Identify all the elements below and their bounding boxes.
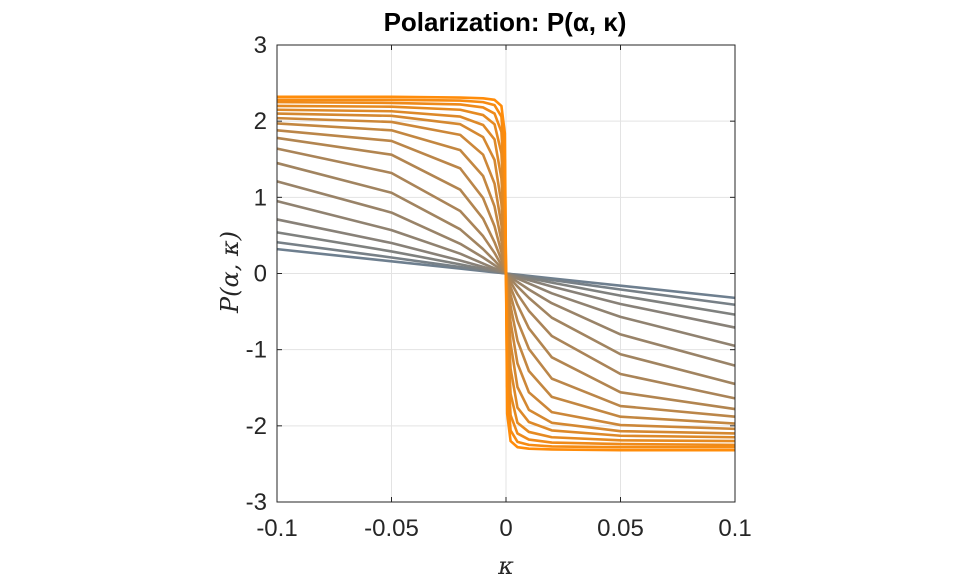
y-tick-label: -1 — [246, 337, 267, 364]
x-axis-label: κ — [497, 552, 514, 580]
axes — [276, 44, 736, 503]
y-axis-label: P(α, κ) — [216, 231, 244, 314]
x-tick-label: -0.1 — [256, 515, 297, 542]
x-tick-label: -0.05 — [364, 515, 419, 542]
x-tick-label: 0.1 — [718, 515, 751, 542]
y-tick-label: 1 — [254, 184, 267, 211]
x-tick-label: 0.05 — [597, 515, 644, 542]
series-line-18 — [277, 95, 735, 452]
y-tick-label: -3 — [246, 489, 267, 516]
y-tick-label: 0 — [254, 261, 267, 288]
y-tick-labels: 3 2 1 0 -1 -2 -3 — [246, 32, 267, 516]
y-tick-label: 2 — [254, 108, 267, 135]
x-tick-label: 0 — [499, 515, 512, 542]
plot-frame — [276, 44, 736, 503]
y-tick-label: -2 — [246, 413, 267, 440]
y-tick-label: 3 — [254, 32, 267, 59]
series-group — [276, 95, 736, 452]
x-tick-labels: -0.1 -0.05 0 0.05 0.1 — [256, 515, 751, 542]
chart-title: Polarization: P(α, κ) — [384, 7, 627, 37]
